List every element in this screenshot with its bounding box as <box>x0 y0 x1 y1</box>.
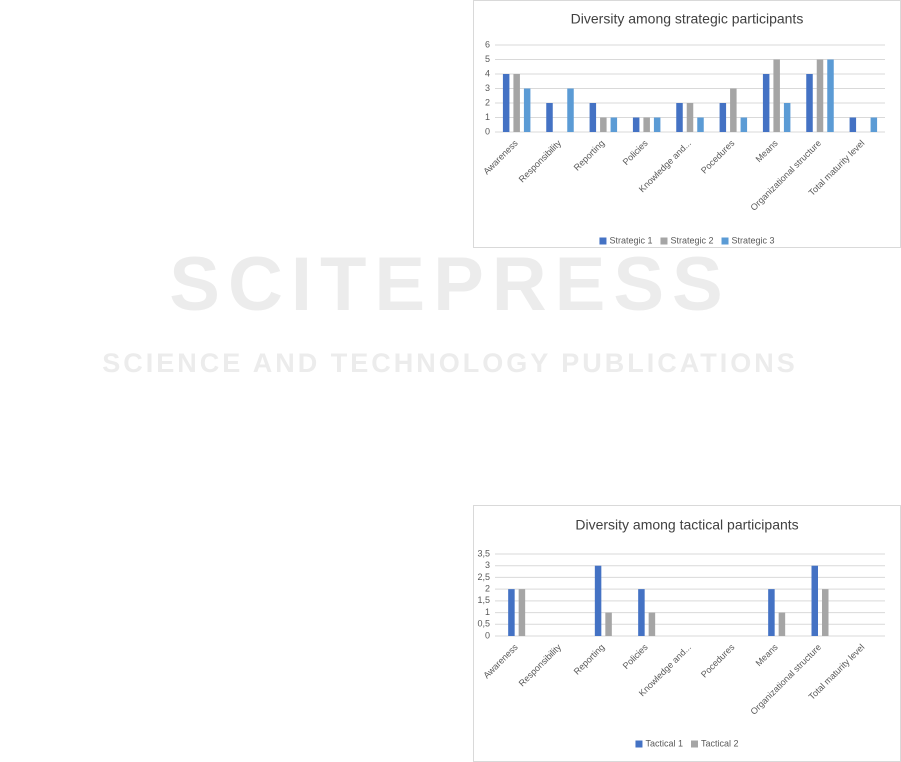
x-tick-label: Awareness <box>481 138 520 177</box>
x-tick-label: Reporting <box>572 642 607 677</box>
bar <box>610 117 618 132</box>
legend-swatch <box>691 740 698 748</box>
x-tick-label: Policies <box>621 138 650 167</box>
watermark-title: SCITEPRESS <box>169 242 730 327</box>
x-tick-label: Responsibility <box>517 138 564 185</box>
bar <box>849 117 857 132</box>
bar <box>676 103 683 132</box>
y-tick-label: 3,5 <box>477 548 490 558</box>
y-tick-label: 3 <box>485 560 490 570</box>
bar <box>508 589 515 636</box>
legend-label: Tactical 1 <box>645 738 683 748</box>
x-tick-label: Responsibility <box>517 642 564 689</box>
bar <box>778 612 786 636</box>
legend-label: Strategic 1 <box>609 235 652 245</box>
bar <box>648 612 656 636</box>
bar <box>827 59 834 132</box>
bar <box>567 88 574 132</box>
bar <box>546 103 553 132</box>
x-tick-label: Pocedures <box>699 138 737 176</box>
bar <box>870 117 878 132</box>
y-tick-label: 2 <box>485 584 490 594</box>
legend-swatch <box>599 237 607 245</box>
y-tick-label: 1 <box>485 112 490 122</box>
legend-label: Strategic 3 <box>732 235 775 245</box>
bar <box>697 117 704 132</box>
chart-title: Diversity among tactical participants <box>575 517 798 533</box>
bar <box>638 589 645 636</box>
bar <box>816 59 824 132</box>
bar <box>719 103 727 132</box>
bar <box>632 117 640 132</box>
bar <box>740 117 748 132</box>
bar <box>686 103 694 132</box>
y-tick-label: 0 <box>485 126 490 136</box>
y-tick-label: 0 <box>485 630 490 640</box>
chart-border <box>473 505 901 762</box>
bar <box>762 74 770 132</box>
bar <box>653 117 661 132</box>
x-tick-label: Means <box>754 642 781 669</box>
legend-swatch <box>660 237 668 245</box>
bar <box>600 117 607 132</box>
y-tick-label: 4 <box>485 68 490 78</box>
chart-title: Diversity among strategic participants <box>571 11 804 27</box>
x-tick-label: Pocedures <box>699 642 737 680</box>
x-tick-label: Awareness <box>481 642 520 681</box>
bar <box>523 88 531 132</box>
bar <box>783 103 791 132</box>
y-tick-label: 2,5 <box>477 572 490 582</box>
x-tick-label: Policies <box>621 642 650 671</box>
chart: Diversity among strategic participants 0 1… <box>473 0 901 248</box>
bar <box>518 589 526 636</box>
bar <box>773 59 780 132</box>
x-tick-label: Means <box>754 138 781 165</box>
y-tick-label: 1 <box>485 607 490 617</box>
legend-swatch <box>721 237 729 245</box>
bar <box>811 565 818 636</box>
y-tick-label: 5 <box>485 54 490 64</box>
bar <box>730 88 737 132</box>
bar <box>768 589 775 636</box>
y-tick-label: 2 <box>485 97 490 107</box>
x-tick-label: Reporting <box>572 138 607 173</box>
x-tick-label: Organizational structure <box>748 138 823 213</box>
x-tick-label: Organizational structure <box>748 642 823 717</box>
legend-label: Strategic 2 <box>670 235 713 245</box>
y-tick-label: 1,5 <box>477 595 490 605</box>
bar <box>605 612 612 636</box>
bar <box>589 103 597 132</box>
bar <box>806 74 813 132</box>
y-tick-label: 0,5 <box>477 619 490 629</box>
y-tick-label: 6 <box>485 39 490 49</box>
bar <box>502 74 510 132</box>
bar <box>822 589 829 636</box>
bar <box>513 74 520 132</box>
legend-label: Tactical 2 <box>701 738 739 748</box>
watermark-subtitle: SCIENCE AND TECHNOLOGY PUBLICATIONS <box>102 348 798 378</box>
legend-swatch <box>635 740 643 748</box>
chart: Diversity among tactical participants 00,… <box>473 505 901 762</box>
bar <box>594 565 602 636</box>
y-tick-label: 3 <box>485 83 490 93</box>
bar <box>643 117 650 132</box>
